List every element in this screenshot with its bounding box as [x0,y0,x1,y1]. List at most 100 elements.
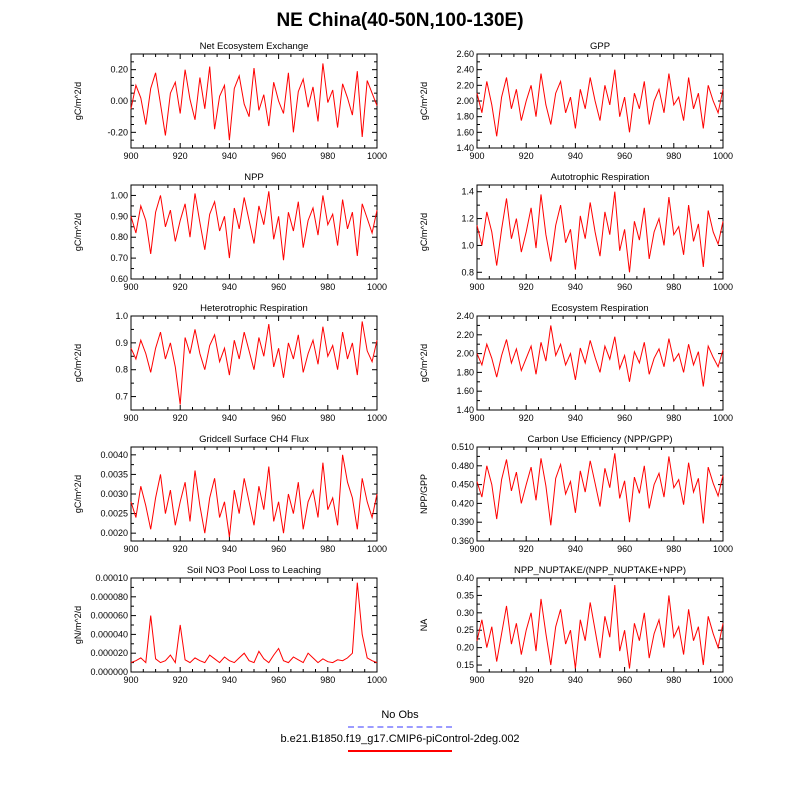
svg-text:940: 940 [222,675,237,685]
chart-ecosystem-respiration: 900 920 940 960 980 1000 1.40 1.60 1.80 2.00 2.20 2… [419,303,733,423]
svg-text:2.20: 2.20 [456,80,474,90]
svg-text:0.60: 0.60 [110,274,128,284]
svg-text:900: 900 [123,675,138,685]
svg-text:0.0040: 0.0040 [100,450,128,460]
svg-text:980: 980 [320,282,335,292]
chart-cell-gridcell-surface-ch4-flux: 900 920 940 960 980 1000 0.0020 0.0025 0.0030 0.0… [67,431,387,562]
chart-carbon-use-efficiency: 900 920 940 960 980 1000 0.360 0.390 0.420 0.450 0… [419,434,733,554]
svg-text:1000: 1000 [367,282,387,292]
svg-text:980: 980 [666,151,681,161]
svg-text:1.40: 1.40 [456,405,474,415]
svg-text:0.0030: 0.0030 [100,489,128,499]
svg-text:0.70: 0.70 [110,253,128,263]
svg-text:0.0035: 0.0035 [100,469,128,479]
svg-text:0.000060: 0.000060 [90,611,128,621]
svg-text:0.420: 0.420 [451,498,474,508]
svg-text:960: 960 [617,413,632,423]
svg-text:920: 920 [173,413,188,423]
svg-text:0.8: 0.8 [461,267,474,277]
svg-text:1000: 1000 [713,413,733,423]
svg-text:0.480: 0.480 [451,461,474,471]
svg-text:0.20: 0.20 [110,65,128,75]
svg-text:0.360: 0.360 [451,536,474,546]
svg-text:0.8: 0.8 [115,365,128,375]
legend-case-label: b.e21.B1850.f19_g17.CMIP6-piControl-2deg… [280,733,520,745]
svg-text:960: 960 [271,413,286,423]
svg-text:gN/m^2/d: gN/m^2/d [73,606,83,644]
svg-text:0.40: 0.40 [456,573,474,583]
svg-text:1000: 1000 [713,282,733,292]
svg-text:0.390: 0.390 [451,517,474,527]
svg-text:1.2: 1.2 [461,214,474,224]
svg-text:gC/m^2/d: gC/m^2/d [419,82,429,120]
svg-text:960: 960 [617,675,632,685]
svg-text:0.00: 0.00 [110,96,128,106]
svg-text:920: 920 [173,282,188,292]
svg-text:2.00: 2.00 [456,349,474,359]
svg-text:0.20: 0.20 [456,643,474,653]
chart-net-ecosystem-exchange: 900 920 940 960 980 1000 -0.20 0.00 0.20 Net Ecos… [73,41,387,161]
svg-text:920: 920 [173,675,188,685]
svg-text:Heterotrophic Respiration: Heterotrophic Respiration [200,303,308,314]
svg-text:0.0025: 0.0025 [100,509,128,519]
svg-text:NPP: NPP [244,172,264,183]
chart-gpp: 900 920 940 960 980 1000 1.40 1.60 1.80 2.00 2.20 2… [419,41,733,161]
svg-text:940: 940 [222,151,237,161]
svg-text:0.000040: 0.000040 [90,629,128,639]
svg-text:gC/m^2/d: gC/m^2/d [73,213,83,251]
svg-text:Gridcell Surface CH4 Flux: Gridcell Surface CH4 Flux [199,434,309,445]
svg-text:1000: 1000 [367,151,387,161]
svg-text:0.30: 0.30 [456,608,474,618]
svg-text:920: 920 [519,675,534,685]
svg-text:0.25: 0.25 [456,625,474,635]
svg-text:920: 920 [519,413,534,423]
svg-text:-0.20: -0.20 [107,127,128,137]
svg-text:900: 900 [123,151,138,161]
svg-text:1.0: 1.0 [461,240,474,250]
chart-cell-gpp: 900 920 940 960 980 1000 1.40 1.60 1.80 2.00 2.20 2… [413,38,733,169]
svg-text:940: 940 [568,413,583,423]
svg-text:1.0: 1.0 [115,311,128,321]
svg-text:gC/m^2/d: gC/m^2/d [73,344,83,382]
legend: No Obs b.e21.B1850.f19_g17.CMIP6-piContr… [0,707,800,755]
svg-text:gC/m^2/d: gC/m^2/d [73,82,83,120]
svg-text:980: 980 [320,544,335,554]
svg-text:0.35: 0.35 [456,590,474,600]
svg-text:1000: 1000 [713,151,733,161]
svg-text:2.60: 2.60 [456,49,474,59]
svg-text:gC/m^2/d: gC/m^2/d [73,475,83,513]
svg-text:920: 920 [519,544,534,554]
svg-text:2.40: 2.40 [456,65,474,75]
svg-text:Soil NO3 Pool Loss to Leaching: Soil NO3 Pool Loss to Leaching [187,565,321,576]
chart-cell-soil-no3-pool-loss-to-leaching: 900 920 940 960 980 1000 0.000000 0.000020 0.000… [67,562,387,693]
chart-cell-carbon-use-efficiency: 900 920 940 960 980 1000 0.360 0.390 0.420 0.450 0… [413,431,733,562]
svg-text:900: 900 [469,675,484,685]
chart-cell-heterotrophic-respiration: 900 920 940 960 980 1000 0.7 0.8 0.9 1.0 Heterotro… [67,300,387,431]
svg-text:Carbon Use Efficiency (NPP/GPP: Carbon Use Efficiency (NPP/GPP) [527,434,672,445]
svg-text:1.40: 1.40 [456,143,474,153]
svg-text:920: 920 [519,151,534,161]
svg-text:2.40: 2.40 [456,311,474,321]
svg-text:940: 940 [222,544,237,554]
case-line-sample-icon [348,750,452,752]
svg-text:940: 940 [222,413,237,423]
svg-text:1000: 1000 [367,413,387,423]
svg-text:gC/m^2/d: gC/m^2/d [419,344,429,382]
svg-text:900: 900 [123,282,138,292]
svg-text:920: 920 [519,282,534,292]
svg-text:1000: 1000 [367,544,387,554]
svg-text:gC/m^2/d: gC/m^2/d [419,213,429,251]
svg-text:2.20: 2.20 [456,330,474,340]
svg-text:NA: NA [419,619,429,632]
svg-text:0.80: 0.80 [110,232,128,242]
svg-text:900: 900 [123,413,138,423]
svg-text:1000: 1000 [367,675,387,685]
svg-text:980: 980 [666,413,681,423]
svg-text:1000: 1000 [713,675,733,685]
svg-text:900: 900 [469,282,484,292]
svg-text:1.4: 1.4 [461,187,474,197]
svg-text:0.510: 0.510 [451,442,474,452]
chart-autotrophic-respiration: 900 920 940 960 980 1000 0.8 1.0 1.2 1.4 Autotroph… [419,172,733,292]
svg-text:0.000080: 0.000080 [90,592,128,602]
